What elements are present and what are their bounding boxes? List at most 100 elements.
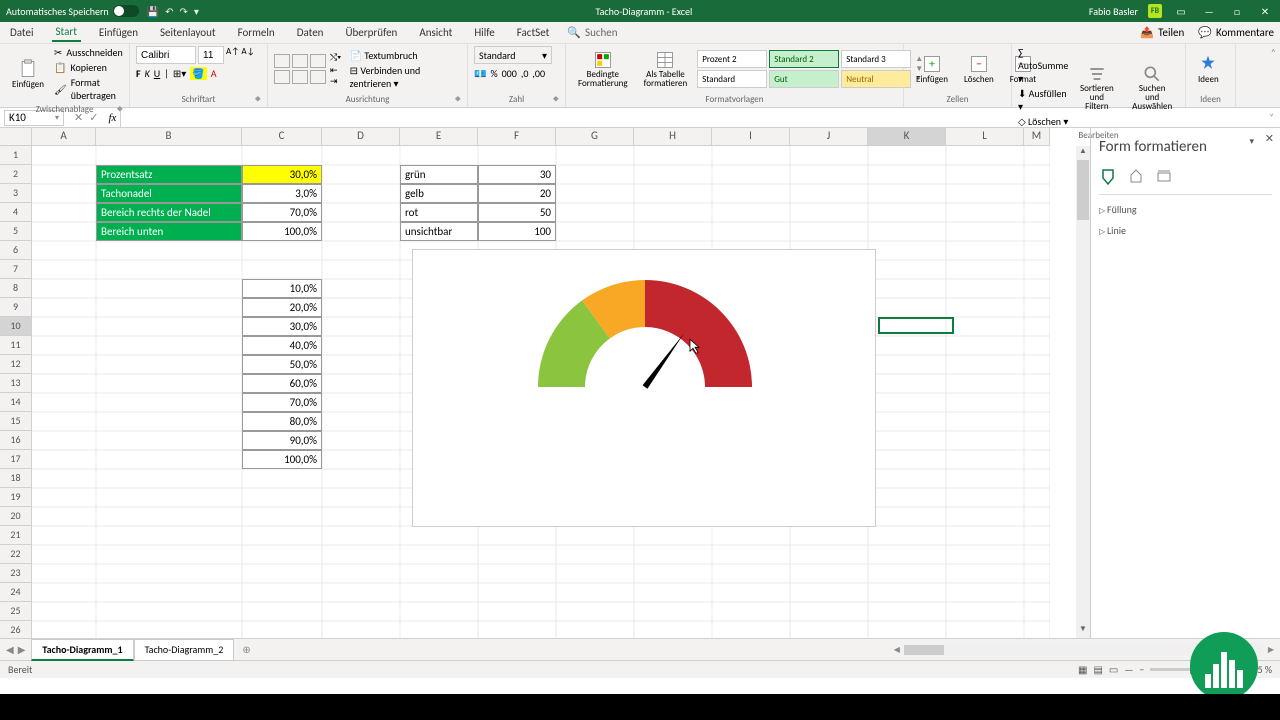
autosum-button[interactable]: ∑ AutoSumme ▾ — [1018, 46, 1068, 85]
tell-me-search[interactable]: 🔍 Suchen — [567, 26, 617, 39]
cell-F4[interactable]: 50 — [478, 203, 556, 222]
page-break-view-icon[interactable]: ▭ — [1109, 663, 1118, 676]
menu-tab-hilfe[interactable]: Hilfe — [470, 24, 498, 41]
paste-button[interactable]: Einfügen — [6, 57, 50, 92]
font-size-input[interactable] — [198, 46, 224, 64]
page-layout-view-icon[interactable]: ▤ — [1093, 663, 1102, 676]
select-all-corner[interactable] — [0, 128, 32, 146]
maximize-icon[interactable]: □ — [1228, 5, 1246, 18]
col-header-B[interactable]: B — [96, 128, 242, 146]
font-color-button[interactable]: A — [211, 67, 217, 80]
cell-B3[interactable]: Tachonadel — [96, 184, 242, 203]
col-header-C[interactable]: C — [242, 128, 322, 146]
comments-button[interactable]: 💬 Kommentare — [1198, 26, 1274, 39]
vertical-scrollbar[interactable]: ▲ ▼ — [1076, 146, 1090, 638]
cell-C15[interactable]: 80,0% — [242, 412, 322, 431]
sheet-tab-0[interactable]: Tacho-Diagramm_1 — [31, 639, 133, 661]
pane-close-icon[interactable]: ✕ — [1265, 132, 1274, 145]
cell-C13[interactable]: 60,0% — [242, 374, 322, 393]
menu-tab-ansicht[interactable]: Ansicht — [415, 24, 456, 41]
format-as-table-button[interactable]: Als Tabelle formatieren — [638, 48, 694, 90]
dec-decimal-icon[interactable]: ,00 — [532, 67, 545, 80]
col-header-H[interactable]: H — [634, 128, 712, 146]
orientation-button[interactable]: ⤭▾ — [330, 52, 346, 63]
line-expander[interactable]: Linie — [1099, 220, 1272, 241]
worksheet-grid[interactable]: ABCDEFGHIJKLM 12345678910111213141516171… — [0, 128, 1090, 638]
merge-center-button[interactable]: ⊟ Verbinden und zentrieren ▾ — [350, 64, 461, 90]
format-painter-button[interactable]: 🖌 Format übertragen — [54, 76, 123, 102]
find-select-button[interactable]: Suchen und Auswählen — [1125, 62, 1179, 113]
cell-E3[interactable]: gelb — [400, 184, 478, 203]
fill-expander[interactable]: Füllung — [1099, 199, 1272, 220]
gauge-chart[interactable] — [412, 249, 876, 527]
row-header-8[interactable]: 8 — [0, 279, 32, 298]
increase-font-icon[interactable]: A↑ — [226, 46, 239, 64]
wrap-text-button[interactable]: 📄 Textumbruch — [350, 49, 461, 62]
col-header-K[interactable]: K — [868, 128, 946, 146]
minimize-icon[interactable]: — — [1200, 5, 1218, 18]
pane-options-icon[interactable]: ▾ — [1249, 136, 1254, 147]
row-header-1[interactable]: 1 — [0, 146, 32, 165]
row-header-19[interactable]: 19 — [0, 488, 32, 507]
cell-style[interactable]: Standard 2 — [769, 50, 839, 68]
size-tab-icon[interactable] — [1155, 168, 1173, 186]
undo-icon[interactable]: ↶ — [165, 5, 173, 18]
col-header-A[interactable]: A — [32, 128, 96, 146]
cell-style[interactable]: Gut — [769, 70, 839, 88]
qat-more-icon[interactable]: ▾ — [194, 5, 199, 18]
cell-C4[interactable]: 70,0% — [242, 203, 322, 222]
cell-C14[interactable]: 70,0% — [242, 393, 322, 412]
row-header-11[interactable]: 11 — [0, 336, 32, 355]
row-header-10[interactable]: 10 — [0, 317, 32, 336]
sheet-tab-1[interactable]: Tacho-Diagramm_2 — [134, 639, 235, 661]
row-header-9[interactable]: 9 — [0, 298, 32, 317]
cell-C8[interactable]: 10,0% — [242, 279, 322, 298]
inc-decimal-icon[interactable]: ,0 — [521, 67, 529, 80]
cell-E4[interactable]: rot — [400, 203, 478, 222]
cell-F3[interactable]: 20 — [478, 184, 556, 203]
font-name-input[interactable] — [136, 46, 196, 64]
fill-button[interactable]: ⬇ Ausfüllen ▾ — [1018, 87, 1068, 113]
row-header-22[interactable]: 22 — [0, 545, 32, 564]
row-header-15[interactable]: 15 — [0, 412, 32, 431]
col-header-F[interactable]: F — [478, 128, 556, 146]
row-header-24[interactable]: 24 — [0, 583, 32, 602]
user-badge[interactable]: FB — [1148, 4, 1162, 18]
quick-access-toolbar[interactable]: 💾 ↶ ↷ ▾ — [147, 5, 199, 18]
cell-C17[interactable]: 100,0% — [242, 450, 322, 469]
col-header-G[interactable]: G — [556, 128, 634, 146]
menu-tab-daten[interactable]: Daten — [293, 24, 328, 41]
collapse-ribbon-icon[interactable]: ˄ — [1271, 46, 1276, 59]
cell-E2[interactable]: grün — [400, 165, 478, 184]
redo-icon[interactable]: ↷ — [180, 5, 188, 18]
cell-style[interactable]: Standard — [697, 70, 767, 88]
save-icon[interactable]: 💾 — [147, 5, 159, 18]
row-header-25[interactable]: 25 — [0, 602, 32, 621]
cell-C9[interactable]: 20,0% — [242, 298, 322, 317]
fill-color-button[interactable]: 🪣 — [190, 67, 206, 80]
cell-C10[interactable]: 30,0% — [242, 317, 322, 336]
thousands-icon[interactable]: 000 — [502, 67, 517, 80]
insert-cells-button[interactable]: +Einfügen — [910, 52, 954, 87]
cell-C16[interactable]: 90,0% — [242, 431, 322, 450]
cut-button[interactable]: ✂ Ausschneiden — [54, 46, 123, 59]
alignment-grid[interactable] — [274, 54, 326, 84]
cell-C11[interactable]: 40,0% — [242, 336, 322, 355]
fill-line-tab-icon[interactable] — [1099, 168, 1117, 186]
expand-formula-icon[interactable]: ˅ — [1263, 112, 1280, 123]
row-header-26[interactable]: 26 — [0, 621, 32, 638]
add-sheet-button[interactable]: ⊕ — [234, 643, 258, 656]
row-header-18[interactable]: 18 — [0, 469, 32, 488]
border-button[interactable]: ⊞▾ — [173, 67, 186, 80]
italic-button[interactable]: K — [145, 67, 150, 80]
cell-F2[interactable]: 30 — [478, 165, 556, 184]
percent-icon[interactable]: % — [490, 67, 497, 80]
row-header-21[interactable]: 21 — [0, 526, 32, 545]
clear-button[interactable]: ◇ Löschen ▾ — [1018, 115, 1068, 128]
autosave-toggle[interactable]: Automatisches Speichern — [6, 5, 139, 18]
effects-tab-icon[interactable] — [1127, 168, 1145, 186]
col-header-M[interactable]: M — [1024, 128, 1050, 146]
cell-B5[interactable]: Bereich unten — [96, 222, 242, 241]
menu-tab-seitenlayout[interactable]: Seitenlayout — [156, 24, 220, 41]
cell-style[interactable]: Neutral — [841, 70, 911, 88]
